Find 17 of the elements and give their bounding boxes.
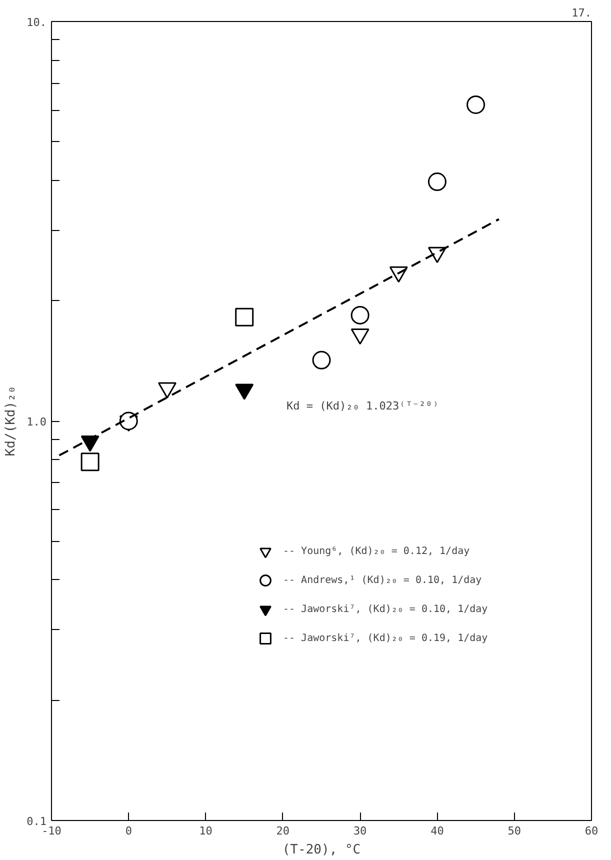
text: 17. — [572, 6, 592, 20]
x-tick-label: 50 — [508, 824, 521, 838]
y-axis-title: Kd/(Kd)₂₀ — [4, 386, 19, 456]
legend-label: -- Jaworski⁷, (Kd)₂₀ = 0.19, 1/day — [283, 632, 488, 644]
x-tick-label: 20 — [276, 824, 290, 838]
x-tick-label: 0 — [125, 824, 132, 838]
annotation: Kd = (Kd)₂₀ 1.023⁽ᵀ⁻²⁰⁾ — [286, 400, 439, 412]
x-tick-label: 30 — [353, 824, 367, 838]
legend-label: -- Young⁶, (Kd)₂₀ = 0.12, 1/day — [283, 546, 470, 556]
x-axis-title: (T-20), °C — [282, 842, 361, 858]
x-tick-label: 10 — [199, 824, 212, 838]
x-tick-label: 60 — [584, 824, 598, 838]
y-tick-label: 1.0 — [26, 416, 47, 428]
legend-label: -- Andrews,¹ (Kd)₂₀ = 0.10, 1/day — [283, 574, 482, 586]
x-tick-label: 40 — [430, 824, 444, 838]
legend-label: -- Jaworski⁷, (Kd)₂₀ = 0.10, 1/day — [283, 604, 488, 614]
y-tick-label: 10. — [26, 16, 47, 29]
